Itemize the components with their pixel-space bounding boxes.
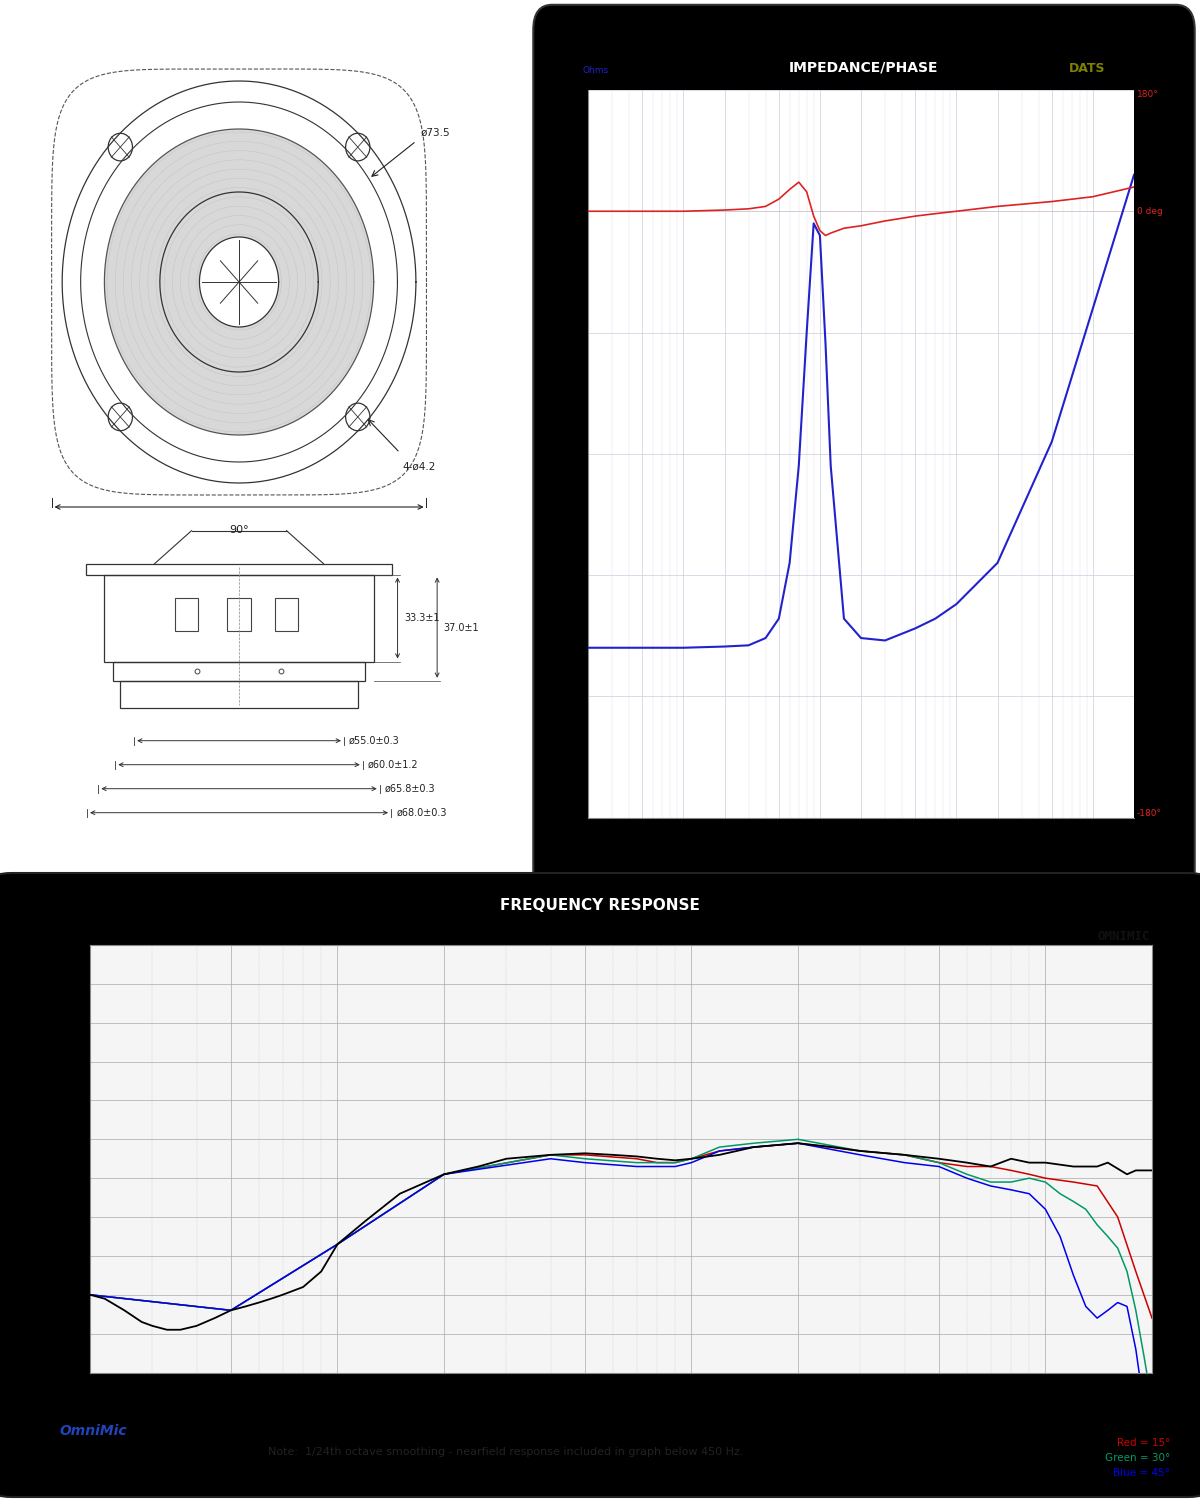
Text: 4-ø4.2: 4-ø4.2 [403, 462, 436, 472]
Y-axis label: [dBSPL]: [dBSPL] [38, 1134, 52, 1184]
Text: 90°: 90° [229, 525, 248, 536]
Bar [228, 598, 251, 632]
Text: Ohms: Ohms [582, 66, 608, 75]
Text: 37.0±1: 37.0±1 [444, 622, 479, 633]
Text: Green = 30°: Green = 30° [1105, 1454, 1170, 1462]
Text: FREQUENCY RESPONSE: FREQUENCY RESPONSE [500, 898, 700, 914]
Bar [86, 564, 392, 574]
Text: OMNIMIC: OMNIMIC [1097, 930, 1150, 944]
Text: ø73.5: ø73.5 [421, 128, 450, 138]
Text: 0 deg: 0 deg [1136, 207, 1163, 216]
Bar [275, 598, 298, 632]
Bar [175, 598, 198, 632]
Bar [114, 662, 365, 681]
Text: Red = 15°: Red = 15° [1117, 1438, 1170, 1448]
Text: DATS: DATS [1068, 63, 1105, 75]
Text: 180°: 180° [1136, 90, 1158, 99]
Text: Note:  1/24th octave smoothing - nearfield response included in graph below 450 : Note: 1/24th octave smoothing - nearfiel… [268, 1448, 744, 1456]
FancyBboxPatch shape [0, 873, 1200, 1497]
Text: OmniMic: OmniMic [59, 1424, 127, 1438]
Text: ø55.0±0.3: ø55.0±0.3 [349, 735, 400, 746]
Text: IMPEDANCE/PHASE: IMPEDANCE/PHASE [790, 62, 938, 75]
Text: ø60.0±1.2: ø60.0±1.2 [368, 759, 419, 770]
Bar [104, 574, 373, 662]
Text: -180°: -180° [1136, 808, 1162, 818]
Bar [120, 681, 359, 708]
Text: Blue = 45°: Blue = 45° [1114, 1468, 1170, 1478]
Text: 33.3±1: 33.3±1 [404, 614, 439, 622]
X-axis label: Frequency Response -freq [Hz]: Frequency Response -freq [Hz] [524, 1401, 718, 1414]
Text: ø68.0±0.3: ø68.0±0.3 [396, 807, 446, 818]
FancyBboxPatch shape [533, 4, 1195, 896]
Polygon shape [104, 129, 373, 435]
Text: Black = 0°: Black = 0° [1115, 1424, 1170, 1432]
Text: ø65.8±0.3: ø65.8±0.3 [385, 783, 436, 794]
